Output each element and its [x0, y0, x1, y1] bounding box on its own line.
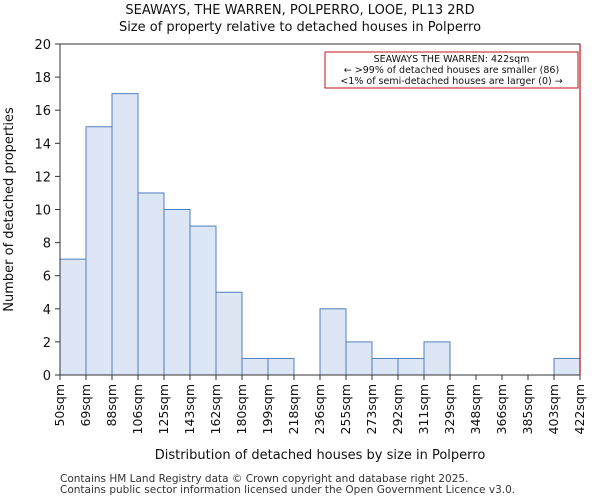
- y-tick-label-14: 14: [34, 137, 51, 152]
- x-tick-label-218sqm: 218sqm: [286, 384, 301, 434]
- x-tick-label-366sqm: 366sqm: [494, 384, 509, 434]
- bar-143sqm: [189, 225, 217, 376]
- y-tick-label-18: 18: [34, 71, 51, 86]
- annotation-line-1: SEAWAYS THE WARREN: 422sqm: [374, 54, 530, 65]
- y-tick-label-20: 20: [34, 38, 51, 53]
- x-tick-label-255sqm: 255sqm: [338, 384, 353, 434]
- footer-line-1: Contains HM Land Registry data © Crown c…: [60, 473, 469, 485]
- y-tick-label-10: 10: [34, 204, 51, 219]
- x-tick-label-199sqm: 199sqm: [260, 384, 275, 434]
- x-tick-label-88sqm: 88sqm: [104, 384, 119, 427]
- x-tick-label-348sqm: 348sqm: [468, 384, 483, 434]
- bar-180sqm: [241, 357, 269, 376]
- x-tick-label-50sqm: 50sqm: [52, 384, 67, 427]
- annotation-line-2: ← >99% of detached houses are smaller (8…: [344, 65, 559, 76]
- bar-292sqm: [397, 357, 425, 376]
- footer-line-2: Contains public sector information licen…: [60, 484, 516, 496]
- bar-199sqm: [267, 357, 295, 376]
- y-tick-label-12: 12: [34, 170, 51, 185]
- bar-106sqm: [137, 192, 165, 376]
- x-tick-label-311sqm: 311sqm: [416, 384, 431, 434]
- x-tick-label-403sqm: 403sqm: [546, 384, 561, 434]
- x-tick-label-106sqm: 106sqm: [130, 384, 145, 434]
- bar-236sqm: [319, 308, 347, 376]
- x-tick-label-422sqm: 422sqm: [572, 384, 587, 434]
- y-tick-label-16: 16: [34, 104, 51, 119]
- chart-title: SEAWAYS, THE WARREN, POLPERRO, LOOE, PL1…: [125, 3, 475, 18]
- bar-311sqm: [423, 341, 451, 376]
- y-tick-label-0: 0: [43, 369, 51, 384]
- x-tick-label-180sqm: 180sqm: [234, 384, 249, 434]
- y-tick-label-8: 8: [43, 237, 51, 252]
- x-tick-label-292sqm: 292sqm: [390, 384, 405, 434]
- x-tick-label-162sqm: 162sqm: [208, 384, 223, 434]
- x-tick-label-143sqm: 143sqm: [182, 384, 197, 434]
- annotation-line-3: <1% of semi-detached houses are larger (…: [340, 76, 562, 87]
- y-tick-label-2: 2: [43, 336, 51, 351]
- annotation-box: [324, 51, 579, 89]
- bar-162sqm: [215, 291, 243, 376]
- x-tick-label-125sqm: 125sqm: [156, 384, 171, 434]
- y-tick-label-4: 4: [43, 303, 51, 318]
- y-axis-label: Number of detached properties: [2, 107, 17, 312]
- x-tick-label-385sqm: 385sqm: [520, 384, 535, 434]
- bar-255sqm: [345, 341, 373, 376]
- bar-403sqm: [553, 357, 581, 376]
- x-tick-label-329sqm: 329sqm: [442, 384, 457, 434]
- bar-125sqm: [163, 209, 191, 376]
- y-tick-label-6: 6: [43, 270, 51, 285]
- x-axis-label: Distribution of detached houses by size …: [155, 448, 486, 463]
- bar-88sqm: [111, 93, 139, 376]
- x-tick-label-273sqm: 273sqm: [364, 384, 379, 434]
- chart-subtitle: Size of property relative to detached ho…: [118, 20, 482, 35]
- bar-50sqm: [59, 258, 87, 376]
- x-tick-label-236sqm: 236sqm: [312, 384, 327, 434]
- bar-273sqm: [371, 357, 399, 376]
- bar-69sqm: [85, 126, 113, 376]
- x-tick-label-69sqm: 69sqm: [78, 384, 93, 427]
